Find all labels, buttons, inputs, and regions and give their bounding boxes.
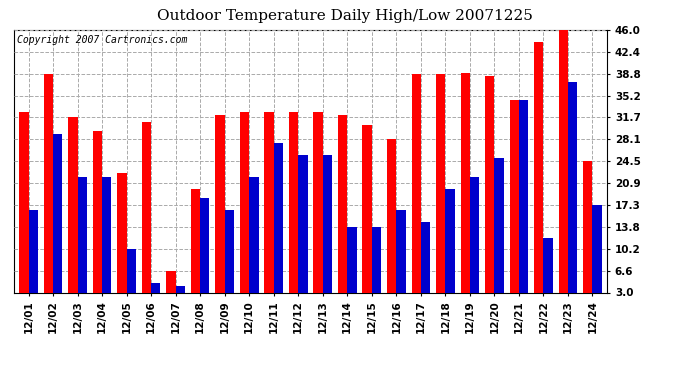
Text: Copyright 2007 Cartronics.com: Copyright 2007 Cartronics.com	[17, 35, 187, 45]
Bar	[593, 205, 602, 311]
Bar	[289, 112, 298, 311]
Bar	[298, 155, 308, 311]
Bar	[372, 226, 381, 311]
Bar	[583, 161, 593, 311]
Bar	[568, 82, 578, 311]
Bar	[534, 42, 544, 311]
Bar	[274, 143, 283, 311]
Bar	[313, 112, 323, 311]
Bar	[142, 122, 151, 311]
Bar	[264, 112, 274, 311]
Bar	[387, 139, 396, 311]
Bar	[117, 174, 126, 311]
Bar	[470, 177, 479, 311]
Bar	[411, 74, 421, 311]
Bar	[200, 198, 210, 311]
Bar	[77, 177, 87, 311]
Bar	[166, 270, 176, 311]
Bar	[559, 30, 568, 311]
Bar	[191, 189, 200, 311]
Bar	[240, 112, 249, 311]
Bar	[436, 74, 445, 311]
Bar	[151, 284, 161, 311]
Bar	[249, 177, 259, 311]
Bar	[460, 73, 470, 311]
Bar	[176, 286, 185, 311]
Bar	[485, 76, 495, 311]
Bar	[338, 116, 347, 311]
Bar	[215, 116, 225, 311]
Bar	[43, 74, 53, 311]
Bar	[519, 100, 529, 311]
Bar	[19, 112, 28, 311]
Bar	[53, 134, 62, 311]
Bar	[421, 222, 430, 311]
Bar	[510, 100, 519, 311]
Bar	[68, 117, 77, 311]
Bar	[495, 158, 504, 311]
Bar	[544, 237, 553, 311]
Text: Outdoor Temperature Daily High/Low 20071225: Outdoor Temperature Daily High/Low 20071…	[157, 9, 533, 23]
Bar	[323, 155, 332, 311]
Bar	[347, 226, 357, 311]
Bar	[102, 177, 111, 311]
Bar	[396, 210, 406, 311]
Bar	[445, 189, 455, 311]
Bar	[362, 124, 372, 311]
Bar	[28, 210, 38, 311]
Bar	[126, 249, 136, 311]
Bar	[92, 131, 102, 311]
Bar	[225, 210, 234, 311]
